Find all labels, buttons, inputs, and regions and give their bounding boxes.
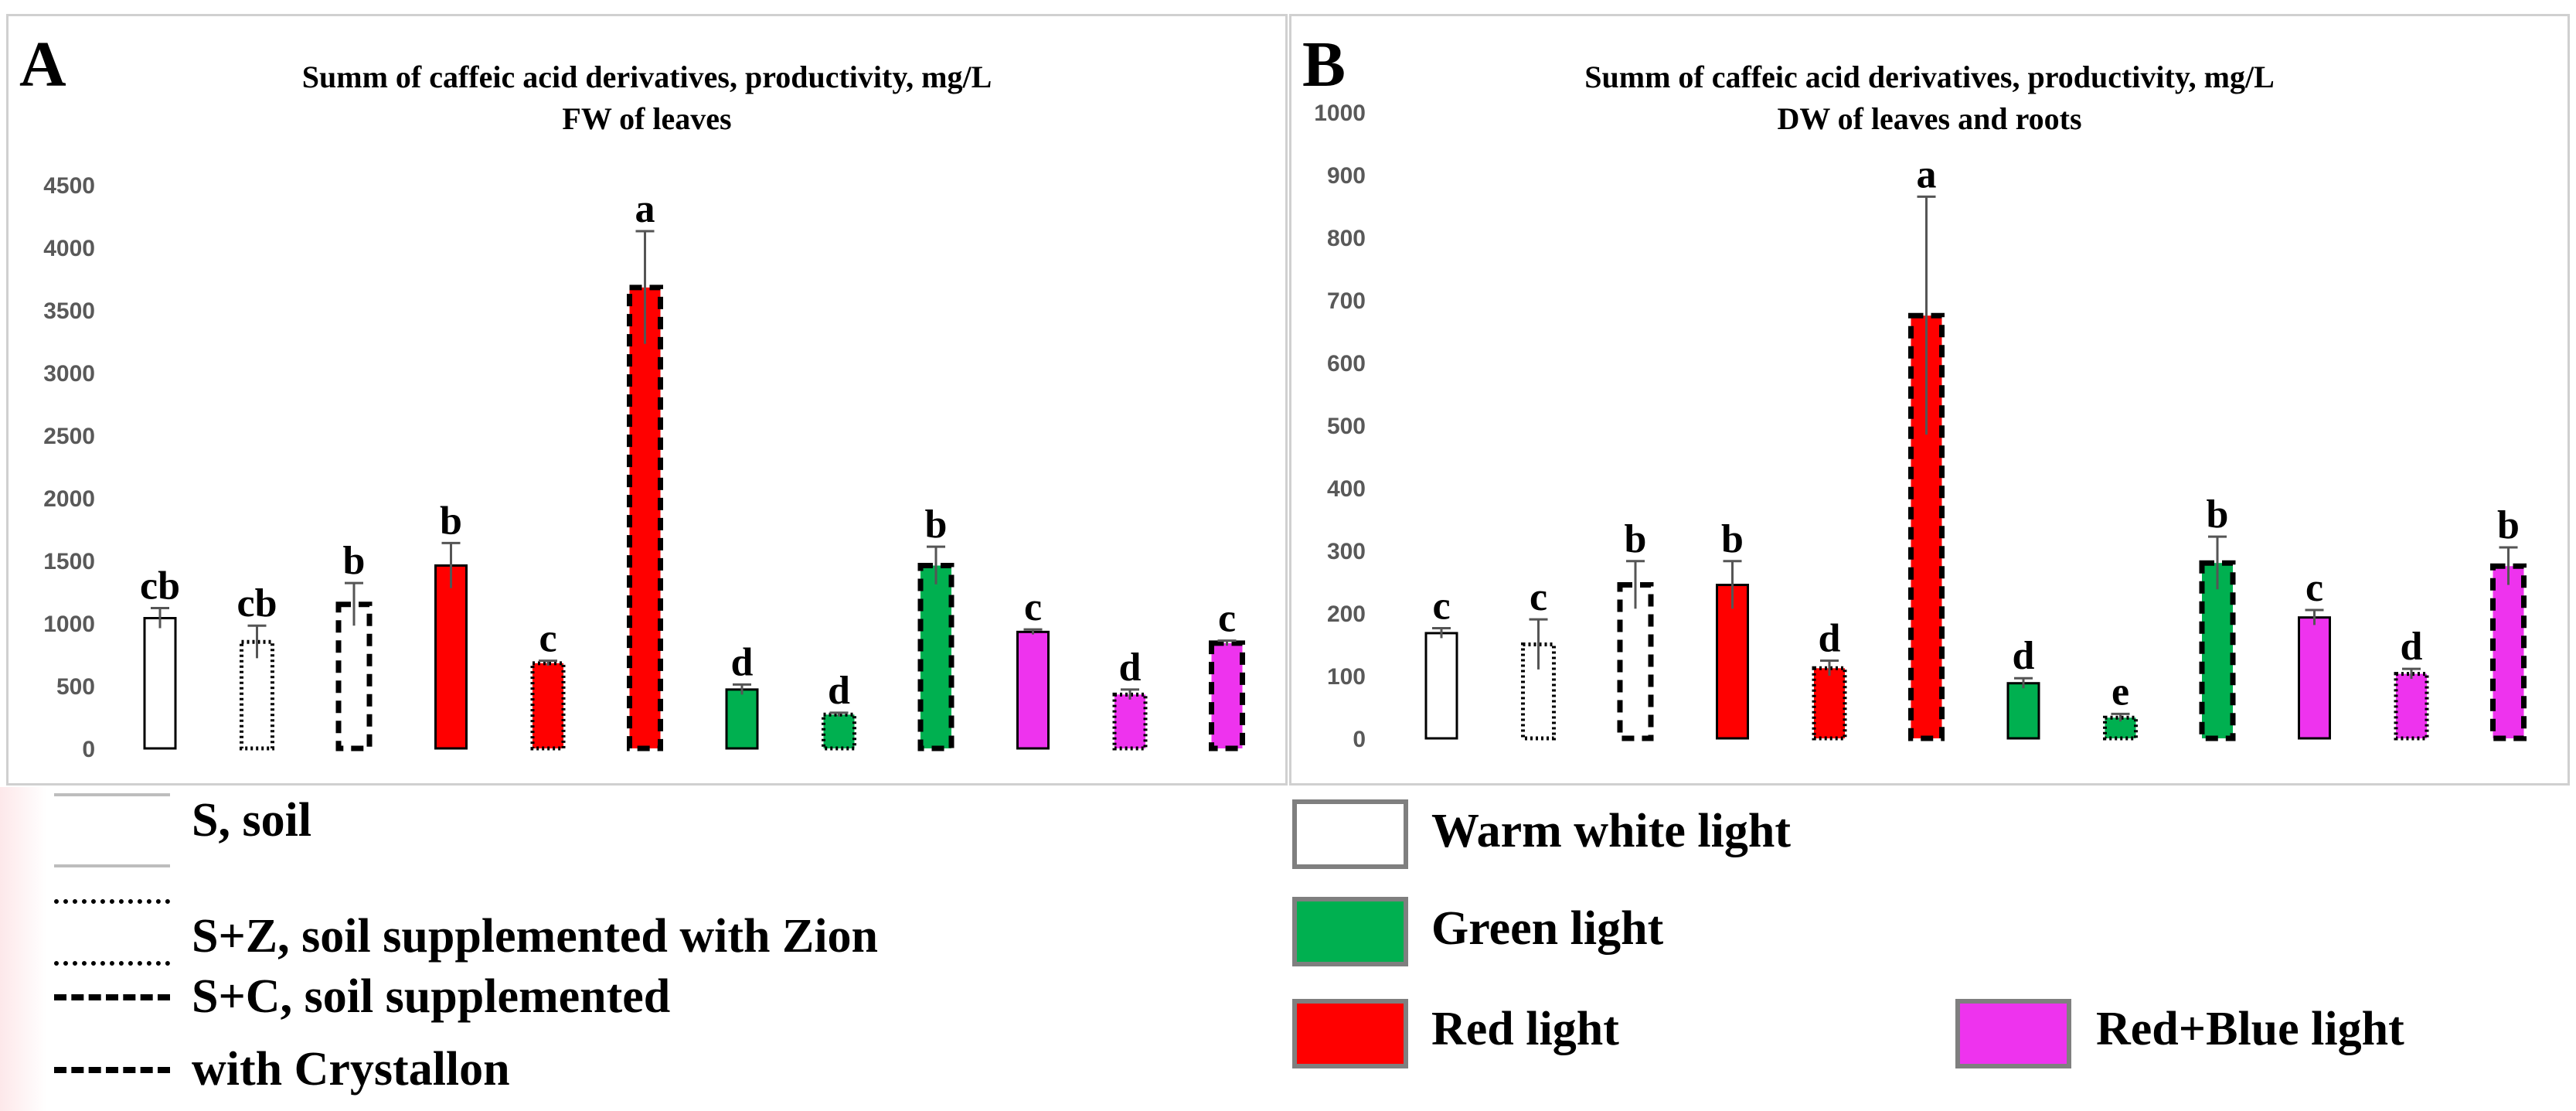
chart-title-a: Summ of caffeic acid derivatives, produc… [9, 56, 1285, 140]
legend-label-green: Green light [1431, 902, 1664, 955]
significance-letter: d [1119, 646, 1142, 690]
chart-b-plot: 0 100 200 300 400 500 600 700 800 900 1000 c c b b d a d e… [1314, 101, 2527, 752]
bar [434, 564, 468, 750]
bar [2490, 563, 2527, 741]
bar [530, 661, 566, 751]
y-tick-label: 4500 [43, 173, 95, 199]
bar [1908, 312, 1945, 741]
bar [2103, 715, 2138, 741]
legend-label-soil: S, soil [192, 794, 312, 847]
significance-letter: c [2305, 566, 2323, 610]
y-tick-label: 700 [1327, 288, 1366, 314]
bar [1016, 630, 1050, 750]
bar [2394, 672, 2429, 741]
legend-label-crystallon-2: with Crystallon [192, 1043, 510, 1096]
y-tick-label: 100 [1327, 664, 1366, 690]
bar [335, 602, 373, 751]
legend-label-redblue: Red+Blue light [2096, 1003, 2404, 1055]
chart-title-b-line2: DW of leaves and roots [1777, 101, 2082, 136]
y-tick-label: 3500 [43, 298, 95, 324]
bar [627, 285, 663, 751]
y-tick-label: 200 [1327, 602, 1366, 627]
legend-swatch-warm [1292, 799, 1408, 869]
significance-letter: a [635, 187, 655, 231]
y-tick-label: 500 [56, 674, 95, 700]
bar [725, 688, 759, 750]
legend-line-crystallon-top [54, 994, 170, 1000]
y-tick-label: 800 [1327, 226, 1366, 251]
significance-letter: d [731, 640, 754, 684]
bar [822, 712, 856, 751]
y-tick-label: 900 [1327, 163, 1366, 189]
y-tick-label: 1500 [43, 549, 95, 574]
y-tick-label: 2000 [43, 486, 95, 512]
panel-letter-a: A [19, 29, 66, 101]
significance-letter: c [1432, 584, 1450, 628]
bar [2006, 682, 2040, 740]
y-tick-label: 0 [82, 737, 95, 762]
chart-panel-a: 0 500 1000 1500 2000 2500 3000 3500 4000 4500 cb cb… [6, 14, 1288, 786]
y-tick-label: 1000 [43, 612, 95, 637]
legend-label-zion: S+Z, soil supplemented with Zion [192, 910, 879, 963]
chart-title-b: Summ of caffeic acid derivatives, produc… [1291, 56, 2567, 140]
significance-letter: cb [237, 581, 277, 625]
bar [143, 617, 177, 750]
legend-line-zion-top [54, 899, 170, 904]
bar [2298, 616, 2331, 740]
bar [1424, 632, 1458, 740]
y-tick-label: 3000 [43, 361, 95, 387]
significance-letter: b [1721, 517, 1744, 561]
legend-label-crystallon-1: S+C, soil supplemented [192, 970, 671, 1023]
y-tick-label: 500 [1327, 414, 1366, 439]
significance-letter: e [2112, 670, 2129, 714]
bar [917, 562, 955, 751]
bar [2199, 560, 2236, 741]
significance-letter: c [1218, 597, 1236, 641]
bar [1812, 666, 1847, 741]
significance-letter: c [1024, 585, 1042, 629]
bar [1209, 640, 1245, 751]
significance-letter: d [1819, 617, 1841, 661]
significance-letter: b [440, 499, 462, 543]
legend-swatch-green [1292, 897, 1408, 966]
bar [240, 639, 274, 751]
significance-letter: b [343, 539, 366, 583]
significance-letter: d [828, 669, 850, 713]
significance-letter: b [925, 503, 948, 547]
legend-line-soil-top [54, 793, 170, 796]
legend-substrates: S, soil S+Z, soil supplemented with Zion… [0, 787, 1268, 1111]
significance-letter: d [2401, 625, 2423, 669]
legend-label-warm: Warm white light [1431, 805, 1791, 857]
significance-letter: c [539, 617, 556, 661]
significance-letter: b [2207, 492, 2229, 537]
legend-line-soil-bottom [54, 864, 170, 867]
legend-swatch-red [1292, 999, 1408, 1068]
y-tick-label: 2500 [43, 424, 95, 449]
chart-title-a-line2: FW of leaves [562, 101, 732, 136]
legend-label-red: Red light [1431, 1003, 1619, 1055]
y-tick-label: 0 [1353, 727, 1366, 752]
significance-letter: d [2013, 634, 2035, 678]
legend-swatch-redblue [1955, 999, 2071, 1068]
y-tick-label: 1000 [1314, 101, 1366, 126]
significance-letter: b [1625, 517, 1647, 561]
panel-letter-b: B [1302, 29, 1346, 101]
bar [1112, 692, 1148, 751]
y-tick-label: 400 [1327, 476, 1366, 502]
bar [1617, 582, 1654, 741]
significance-letter: cb [140, 564, 180, 608]
significance-letter: b [2497, 503, 2520, 547]
chart-title-a-line1: Summ of caffeic acid derivatives, produc… [301, 60, 992, 94]
legend-line-zion-bottom [54, 961, 170, 966]
legend-line-crystallon-bottom [54, 1067, 170, 1073]
y-tick-label: 600 [1327, 351, 1366, 377]
significance-letter: a [1917, 152, 1937, 196]
y-tick-label: 300 [1327, 539, 1366, 564]
significance-letter: c [1530, 575, 1547, 619]
chart-panel-b: 0 100 200 300 400 500 600 700 800 900 1000 c c b b d a d e… [1289, 14, 2570, 786]
y-tick-label: 4000 [43, 236, 95, 261]
chart-title-b-line1: Summ of caffeic acid derivatives, produc… [1584, 60, 2275, 94]
